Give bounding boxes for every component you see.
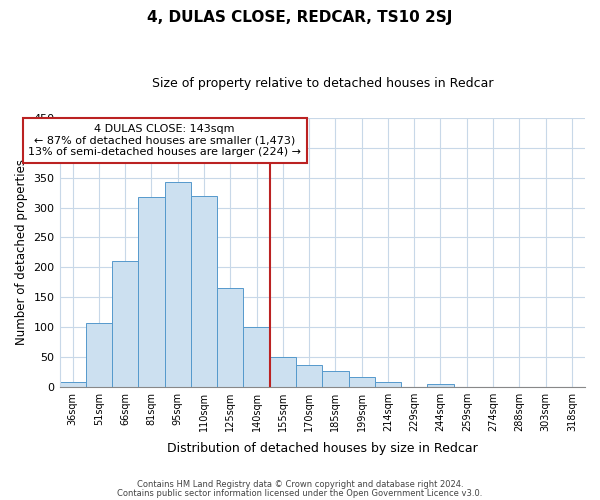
X-axis label: Distribution of detached houses by size in Redcar: Distribution of detached houses by size … [167, 442, 478, 455]
Bar [322, 370, 349, 386]
Text: 4 DULAS CLOSE: 143sqm
← 87% of detached houses are smaller (1,473)
13% of semi-d: 4 DULAS CLOSE: 143sqm ← 87% of detached … [28, 124, 301, 157]
Bar [112, 262, 139, 386]
Bar [296, 364, 322, 386]
Text: Contains HM Land Registry data © Crown copyright and database right 2024.: Contains HM Land Registry data © Crown c… [137, 480, 463, 489]
Bar [86, 324, 112, 386]
Y-axis label: Number of detached properties: Number of detached properties [15, 160, 28, 346]
Bar [59, 382, 86, 386]
Bar [375, 382, 401, 386]
Bar [191, 196, 217, 386]
Bar [270, 357, 296, 386]
Bar [427, 384, 454, 386]
Bar [164, 182, 191, 386]
Bar [139, 198, 164, 386]
Bar [349, 376, 375, 386]
Bar [217, 288, 244, 386]
Text: Contains public sector information licensed under the Open Government Licence v3: Contains public sector information licen… [118, 490, 482, 498]
Title: Size of property relative to detached houses in Redcar: Size of property relative to detached ho… [152, 78, 493, 90]
Text: 4, DULAS CLOSE, REDCAR, TS10 2SJ: 4, DULAS CLOSE, REDCAR, TS10 2SJ [148, 10, 452, 25]
Bar [244, 327, 270, 386]
